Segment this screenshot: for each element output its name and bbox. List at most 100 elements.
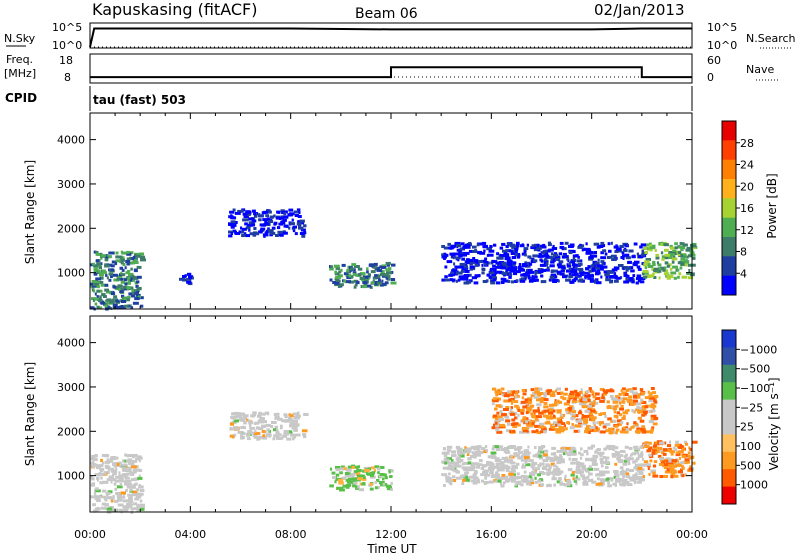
data-cell <box>614 450 617 454</box>
data-cell <box>500 413 507 417</box>
data-cell <box>607 481 610 484</box>
data-cell <box>237 430 243 434</box>
data-cell <box>600 412 603 416</box>
data-cell <box>186 280 192 284</box>
data-cell <box>506 422 511 426</box>
data-cell <box>112 472 117 476</box>
data-cell <box>477 449 481 453</box>
data-cell <box>441 451 446 455</box>
data-cell <box>261 430 266 433</box>
data-cell <box>669 253 675 257</box>
data-cell <box>379 269 383 273</box>
data-cell <box>590 418 596 422</box>
data-cell <box>356 485 360 489</box>
data-cell <box>604 414 607 418</box>
data-cell <box>516 246 519 250</box>
data-cell <box>385 276 388 280</box>
data-cell <box>111 509 115 513</box>
data-cell <box>574 477 581 481</box>
data-cell <box>135 488 140 492</box>
data-cell <box>288 208 294 212</box>
data-cell <box>649 248 653 252</box>
data-cell <box>109 496 115 500</box>
data-cell <box>598 245 604 248</box>
data-cell <box>381 282 387 286</box>
data-cell <box>639 280 645 284</box>
data-cell <box>505 256 508 260</box>
data-cell <box>559 481 563 485</box>
data-cell <box>533 243 538 247</box>
data-cell <box>623 266 628 269</box>
data-cell <box>594 279 597 283</box>
data-cell <box>538 422 545 426</box>
data-cell <box>337 274 343 278</box>
data-cell <box>276 210 280 214</box>
time-tick-label: 20:00 <box>576 528 608 541</box>
data-cell <box>493 243 497 247</box>
data-cell <box>386 487 393 491</box>
data-cell <box>688 446 691 450</box>
data-cell <box>390 281 397 285</box>
data-cell <box>646 441 652 445</box>
data-cell <box>532 415 535 419</box>
data-cell <box>353 470 358 474</box>
data-cell <box>578 402 585 406</box>
data-cell <box>551 247 558 250</box>
data-cell <box>567 397 570 401</box>
data-cell <box>522 392 527 396</box>
data-cell <box>521 465 526 469</box>
data-cell <box>467 476 470 480</box>
data-cell <box>93 272 98 276</box>
data-cell <box>600 479 604 483</box>
data-cell <box>620 256 624 259</box>
data-cell <box>357 267 363 271</box>
data-cell <box>468 457 472 461</box>
data-cell <box>255 232 260 236</box>
data-cell <box>545 255 551 259</box>
data-cell <box>614 446 619 450</box>
data-cell <box>583 247 589 251</box>
data-cell <box>459 452 462 456</box>
data-cell <box>641 391 645 395</box>
data-cell <box>110 292 116 296</box>
data-cell <box>294 214 299 217</box>
data-cell <box>511 401 513 405</box>
data-cell <box>490 463 494 467</box>
data-cell <box>500 482 503 486</box>
data-cell <box>504 478 511 482</box>
data-cell <box>472 481 478 485</box>
data-cell <box>628 388 632 392</box>
data-cell <box>603 447 608 451</box>
data-cell <box>259 229 263 233</box>
data-cell <box>586 424 591 428</box>
data-cell <box>575 475 578 479</box>
data-cell <box>110 275 113 278</box>
data-cell <box>357 477 364 481</box>
data-cell <box>683 253 687 257</box>
data-cell <box>473 472 477 475</box>
data-cell <box>468 258 473 262</box>
data-cell <box>682 447 686 451</box>
data-cell <box>345 485 350 489</box>
data-cell <box>521 463 525 467</box>
data-cell <box>94 473 100 477</box>
data-cell <box>637 466 643 470</box>
data-cell <box>369 473 374 477</box>
data-cell <box>556 480 560 484</box>
data-cell <box>373 469 376 473</box>
data-cell <box>441 245 445 248</box>
data-cell <box>580 424 583 428</box>
data-cell <box>244 232 247 236</box>
data-cell <box>641 430 647 434</box>
data-cell <box>659 475 665 478</box>
data-cell <box>104 304 108 308</box>
data-cell <box>98 289 103 293</box>
data-cell <box>678 254 683 257</box>
data-cell <box>283 413 288 417</box>
data-cell <box>451 278 456 282</box>
data-cell <box>537 464 542 468</box>
data-cell <box>525 268 529 272</box>
data-cell <box>504 256 511 260</box>
data-cell <box>528 419 532 423</box>
data-cell <box>565 255 569 259</box>
